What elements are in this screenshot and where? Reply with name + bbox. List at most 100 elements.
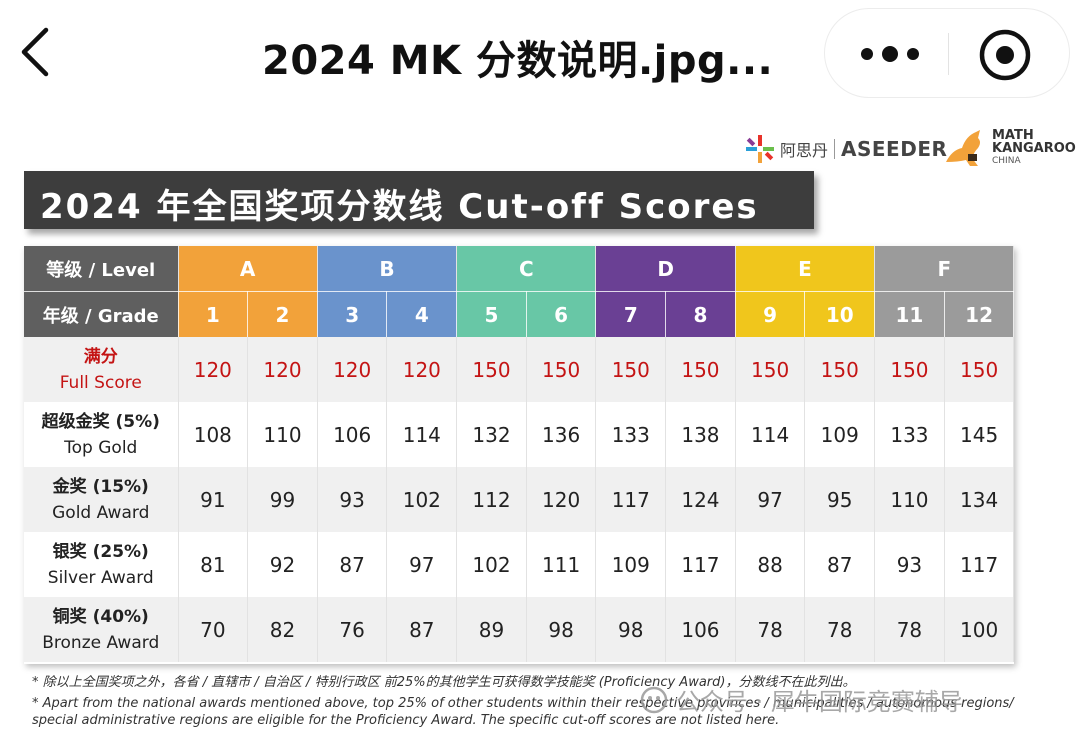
- row-label-cn: 超级金奖 (5%): [41, 411, 160, 432]
- score-cell: 110: [874, 467, 945, 532]
- row-label-en: Silver Award: [47, 567, 154, 588]
- score-cell: 120: [247, 337, 318, 402]
- score-cell: 93: [874, 532, 945, 597]
- row-label-en: Bronze Award: [42, 632, 160, 653]
- page-title: 2024 MK 分数说明.jpg...: [262, 38, 774, 84]
- score-cell: 109: [595, 532, 667, 597]
- grade-cell: 4: [386, 291, 458, 337]
- level-d: D: [595, 246, 736, 292]
- level-header: 等级 / Level: [24, 246, 179, 292]
- footnote-en-line2: special administrative regions are eligi…: [32, 713, 780, 728]
- more-button[interactable]: [845, 31, 935, 77]
- score-cell: 112: [456, 467, 527, 532]
- score-cell: 110: [247, 402, 318, 467]
- score-cell: 102: [386, 467, 458, 532]
- score-cell: 76: [317, 597, 388, 662]
- level-e: E: [735, 246, 876, 292]
- level-c: C: [456, 246, 597, 292]
- score-cell: 98: [595, 597, 667, 662]
- score-cell: 97: [735, 467, 806, 532]
- score-cell: 78: [735, 597, 806, 662]
- score-cell: 87: [386, 597, 458, 662]
- score-cell: 114: [735, 402, 806, 467]
- math-kangaroo-wordmark: MATH KANGAROO CHINA: [992, 129, 1076, 168]
- mk-line3: CHINA: [992, 155, 1021, 166]
- score-cell: 89: [456, 597, 527, 662]
- grade-cell: 9: [735, 291, 806, 337]
- record-target-icon: [979, 29, 1031, 81]
- wechat-official-account-icon: [640, 686, 668, 713]
- grade-cell: 8: [665, 291, 736, 337]
- score-cell: 150: [944, 337, 1015, 402]
- score-cell: 111: [526, 532, 597, 597]
- row-label: 铜奖 (40%) Bronze Award: [24, 597, 179, 662]
- logo-separator: [834, 139, 836, 159]
- footnotes: * 除以上全国奖项之外，各省 / 直辖市 / 自治区 / 特别行政区 前25%的…: [32, 674, 1032, 733]
- watermark-text: 公众号 · 犀牛国际竞赛辅导: [676, 688, 963, 716]
- score-cell: 108: [178, 402, 249, 467]
- grade-cell: 10: [804, 291, 876, 337]
- silver-award-row: 银奖 (25%) Silver Award 81 92 87 97 102 111 109 117…: [24, 532, 1015, 597]
- row-label-cn: 银奖 (25%): [52, 541, 149, 562]
- aseeder-star-icon: [746, 135, 774, 163]
- grade-cell: 12: [944, 291, 1015, 337]
- score-cell: 134: [944, 467, 1015, 532]
- score-cell: 98: [526, 597, 597, 662]
- score-cell: 95: [804, 467, 876, 532]
- grade-cell: 5: [456, 291, 527, 337]
- score-cell: 106: [317, 402, 388, 467]
- score-cell: 133: [595, 402, 667, 467]
- footnote-cn: * 除以上全国奖项之外，各省 / 直辖市 / 自治区 / 特别行政区 前25%的…: [32, 675, 856, 690]
- score-cell: 150: [526, 337, 597, 402]
- score-cell: 145: [944, 402, 1015, 467]
- level-f: F: [874, 246, 1015, 292]
- footnote-en: * Apart from the national awards mention…: [32, 695, 1032, 729]
- row-label: 银奖 (25%) Silver Award: [24, 532, 179, 597]
- score-cell: 117: [944, 532, 1015, 597]
- score-cell: 132: [456, 402, 527, 467]
- top-bar: 2024 MK 分数说明.jpg...: [0, 0, 1080, 112]
- banner-title: 2024 年全国奖项分数线 Cut-off Scores: [40, 187, 759, 227]
- score-cell: 117: [665, 532, 736, 597]
- cutoff-banner: 2024 年全国奖项分数线 Cut-off Scores: [24, 171, 814, 229]
- score-cell: 150: [874, 337, 945, 402]
- score-cell: 92: [247, 532, 318, 597]
- score-cell: 120: [178, 337, 249, 402]
- more-dots-icon: [861, 46, 919, 62]
- bronze-award-row: 铜奖 (40%) Bronze Award 70 82 76 87 89 98 98 106 78 7…: [24, 597, 1015, 662]
- score-cell: 82: [247, 597, 318, 662]
- score-cell: 102: [456, 532, 527, 597]
- score-cell: 106: [665, 597, 736, 662]
- score-cell: 109: [804, 402, 876, 467]
- score-cell: 87: [317, 532, 388, 597]
- score-cell: 81: [178, 532, 249, 597]
- capsule-divider: [948, 33, 949, 75]
- footnote-en-line1: * Apart from the national awards mention…: [32, 696, 1014, 711]
- aseeder-en-name: ASEEDER: [841, 137, 948, 161]
- row-label-en: Gold Award: [52, 502, 150, 523]
- mk-line1: MATH: [992, 127, 1034, 143]
- score-cell: 93: [317, 467, 388, 532]
- score-cell: 78: [874, 597, 945, 662]
- row-label-cn: 金奖 (15%): [52, 476, 149, 497]
- grade-cell: 2: [247, 291, 318, 337]
- aseeder-logo: 阿思丹 ASEEDER: [744, 132, 947, 166]
- close-mini-program-button[interactable]: [977, 27, 1033, 83]
- score-cell: 120: [317, 337, 388, 402]
- score-cell: 150: [735, 337, 806, 402]
- score-cell: 99: [247, 467, 318, 532]
- row-label-cn: 铜奖 (40%): [52, 606, 149, 627]
- watermark: 公众号 · 犀牛国际竞赛辅导: [640, 682, 963, 717]
- aseeder-cn-name: 阿思丹: [780, 141, 829, 160]
- row-label: 金奖 (15%) Gold Award: [24, 467, 179, 532]
- row-label-en: Top Gold: [64, 437, 138, 458]
- top-gold-row: 超级金奖 (5%) Top Gold 108 110 106 114 132 136 133 13…: [24, 402, 1015, 467]
- back-button[interactable]: [14, 22, 58, 82]
- score-cell: 150: [456, 337, 527, 402]
- mini-program-capsule: [824, 8, 1070, 98]
- score-cell: 150: [804, 337, 876, 402]
- grade-cell: 7: [595, 291, 667, 337]
- cutoff-table: 等级 / Level A B C D E F 年级 / Grade 1 2 3 …: [24, 246, 1015, 664]
- row-label: 满分 Full Score: [24, 337, 179, 402]
- mk-line2: KANGAROO: [992, 140, 1076, 156]
